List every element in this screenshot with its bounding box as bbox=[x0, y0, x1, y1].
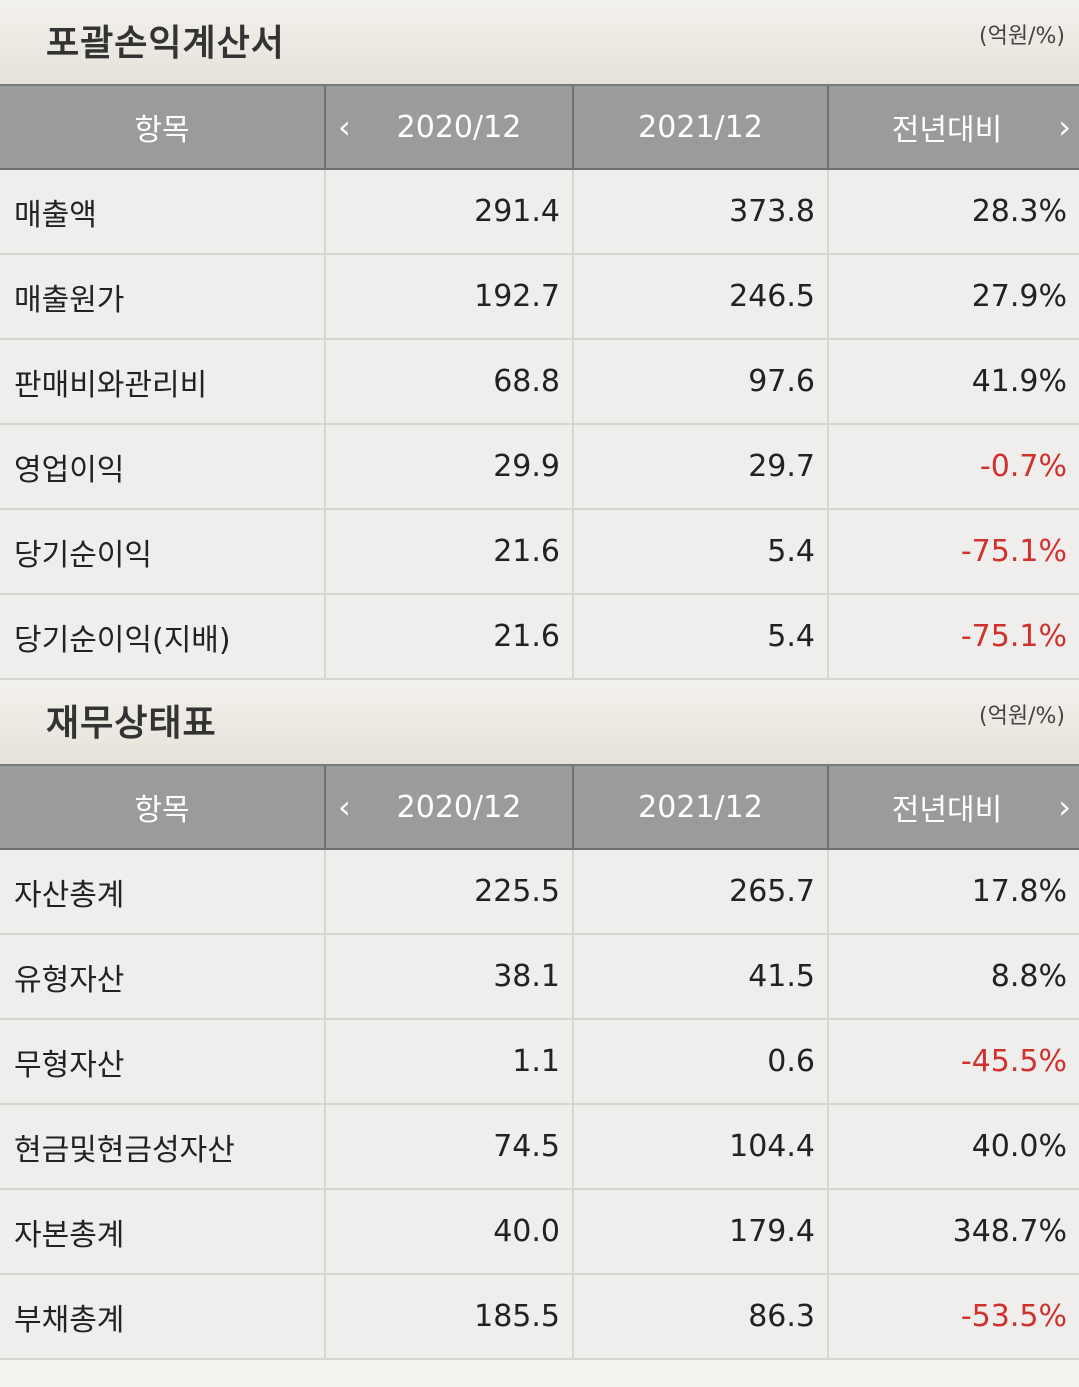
table-row: 부채총계 185.5 86.3 -53.5% bbox=[0, 1274, 1079, 1360]
value-yoy: 40.0% bbox=[827, 1104, 1079, 1190]
table-row: 자산총계 225.5 265.7 17.8% bbox=[0, 849, 1079, 935]
value-2020: 40.0 bbox=[324, 1189, 573, 1275]
value-2021: 373.8 bbox=[572, 169, 828, 255]
chevron-right-icon[interactable]: › bbox=[1058, 108, 1071, 146]
table-row: 무형자산 1.1 0.6 -45.5% bbox=[0, 1019, 1079, 1105]
value-yoy: 348.7% bbox=[827, 1189, 1079, 1275]
value-2021: 97.6 bbox=[572, 339, 828, 425]
value-2020: 21.6 bbox=[324, 509, 573, 595]
table-row: 매출액 291.4 373.8 28.3% bbox=[0, 169, 1079, 255]
income-header-y2: 2021/12 bbox=[572, 84, 828, 170]
value-2020: 185.5 bbox=[324, 1274, 573, 1360]
income-header-yoy: 전년대비 › bbox=[827, 84, 1079, 170]
value-2020: 291.4 bbox=[324, 169, 573, 255]
row-label: 당기순이익 bbox=[0, 509, 325, 595]
balance-header-y2: 2021/12 bbox=[572, 764, 828, 850]
value-2020: 192.7 bbox=[324, 254, 573, 340]
value-2021: 5.4 bbox=[572, 594, 828, 680]
chevron-right-icon[interactable]: › bbox=[1058, 788, 1071, 826]
table-row: 자본총계 40.0 179.4 348.7% bbox=[0, 1189, 1079, 1275]
chevron-left-icon[interactable]: ‹ bbox=[338, 108, 351, 146]
row-label: 자산총계 bbox=[0, 849, 325, 935]
table-row: 당기순이익 21.6 5.4 -75.1% bbox=[0, 509, 1079, 595]
table-row: 매출원가 192.7 246.5 27.9% bbox=[0, 254, 1079, 340]
income-unit-label: (억원/%) bbox=[979, 24, 1065, 49]
balance-header-yoy-label: 전년대비 bbox=[891, 793, 1003, 828]
income-header-y1: ‹ 2020/12 bbox=[324, 84, 573, 170]
row-label: 매출원가 bbox=[0, 254, 325, 340]
balance-unit-label: (억원/%) bbox=[979, 704, 1065, 729]
balance-section-title: 재무상태표 bbox=[46, 703, 217, 744]
income-table: 항목 ‹ 2020/12 2021/12 전년대비 › 매출액 291.4 37… bbox=[0, 84, 1079, 680]
value-yoy: 28.3% bbox=[827, 169, 1079, 255]
table-row: 영업이익 29.9 29.7 -0.7% bbox=[0, 424, 1079, 510]
value-2020: 21.6 bbox=[324, 594, 573, 680]
row-label: 자본총계 bbox=[0, 1189, 325, 1275]
income-section-header: 포괄손익계산서 (억원/%) bbox=[0, 0, 1079, 84]
row-label: 영업이익 bbox=[0, 424, 325, 510]
row-label: 현금및현금성자산 bbox=[0, 1104, 325, 1190]
balance-header-item-label: 항목 bbox=[134, 793, 190, 828]
value-2020: 1.1 bbox=[324, 1019, 573, 1105]
row-label: 판매비와관리비 bbox=[0, 339, 325, 425]
chevron-left-icon[interactable]: ‹ bbox=[338, 788, 351, 826]
value-yoy: -75.1% bbox=[827, 594, 1079, 680]
value-2021: 5.4 bbox=[572, 509, 828, 595]
value-2020: 225.5 bbox=[324, 849, 573, 935]
balance-header-item: 항목 bbox=[0, 764, 325, 850]
value-2020: 74.5 bbox=[324, 1104, 573, 1190]
income-header-item-label: 항목 bbox=[134, 113, 190, 148]
value-2021: 246.5 bbox=[572, 254, 828, 340]
value-yoy: 27.9% bbox=[827, 254, 1079, 340]
value-2021: 0.6 bbox=[572, 1019, 828, 1105]
table-row: 당기순이익(지배) 21.6 5.4 -75.1% bbox=[0, 594, 1079, 680]
table-row: 현금및현금성자산 74.5 104.4 40.0% bbox=[0, 1104, 1079, 1190]
row-label: 당기순이익(지배) bbox=[0, 594, 325, 680]
balance-table: 항목 ‹ 2020/12 2021/12 전년대비 › 자산총계 225.5 2… bbox=[0, 764, 1079, 1360]
table-row: 판매비와관리비 68.8 97.6 41.9% bbox=[0, 339, 1079, 425]
balance-header-y1: ‹ 2020/12 bbox=[324, 764, 573, 850]
value-yoy: -75.1% bbox=[827, 509, 1079, 595]
income-header-row: 항목 ‹ 2020/12 2021/12 전년대비 › bbox=[0, 84, 1079, 170]
income-header-yoy-label: 전년대비 bbox=[891, 113, 1003, 148]
table-row: 유형자산 38.1 41.5 8.8% bbox=[0, 934, 1079, 1020]
row-label: 유형자산 bbox=[0, 934, 325, 1020]
balance-header-y2-label: 2021/12 bbox=[638, 789, 763, 825]
value-2021: 179.4 bbox=[572, 1189, 828, 1275]
value-2021: 86.3 bbox=[572, 1274, 828, 1360]
income-header-item: 항목 bbox=[0, 84, 325, 170]
row-label: 부채총계 bbox=[0, 1274, 325, 1360]
income-header-y2-label: 2021/12 bbox=[638, 109, 763, 145]
balance-header-y1-label: 2020/12 bbox=[396, 789, 522, 825]
income-header-y1-label: 2020/12 bbox=[396, 109, 522, 145]
value-2021: 29.7 bbox=[572, 424, 828, 510]
value-yoy: 8.8% bbox=[827, 934, 1079, 1020]
value-2021: 41.5 bbox=[572, 934, 828, 1020]
value-yoy: 41.9% bbox=[827, 339, 1079, 425]
value-yoy: 17.8% bbox=[827, 849, 1079, 935]
value-yoy: -0.7% bbox=[827, 424, 1079, 510]
row-label: 매출액 bbox=[0, 169, 325, 255]
income-section-title: 포괄손익계산서 bbox=[46, 23, 285, 64]
value-yoy: -53.5% bbox=[827, 1274, 1079, 1360]
value-yoy: -45.5% bbox=[827, 1019, 1079, 1105]
balance-header-yoy: 전년대비 › bbox=[827, 764, 1079, 850]
balance-section-header: 재무상태표 (억원/%) bbox=[0, 680, 1079, 764]
value-2021: 104.4 bbox=[572, 1104, 828, 1190]
value-2020: 38.1 bbox=[324, 934, 573, 1020]
value-2020: 29.9 bbox=[324, 424, 573, 510]
balance-header-row: 항목 ‹ 2020/12 2021/12 전년대비 › bbox=[0, 764, 1079, 850]
row-label: 무형자산 bbox=[0, 1019, 325, 1105]
value-2020: 68.8 bbox=[324, 339, 573, 425]
value-2021: 265.7 bbox=[572, 849, 828, 935]
